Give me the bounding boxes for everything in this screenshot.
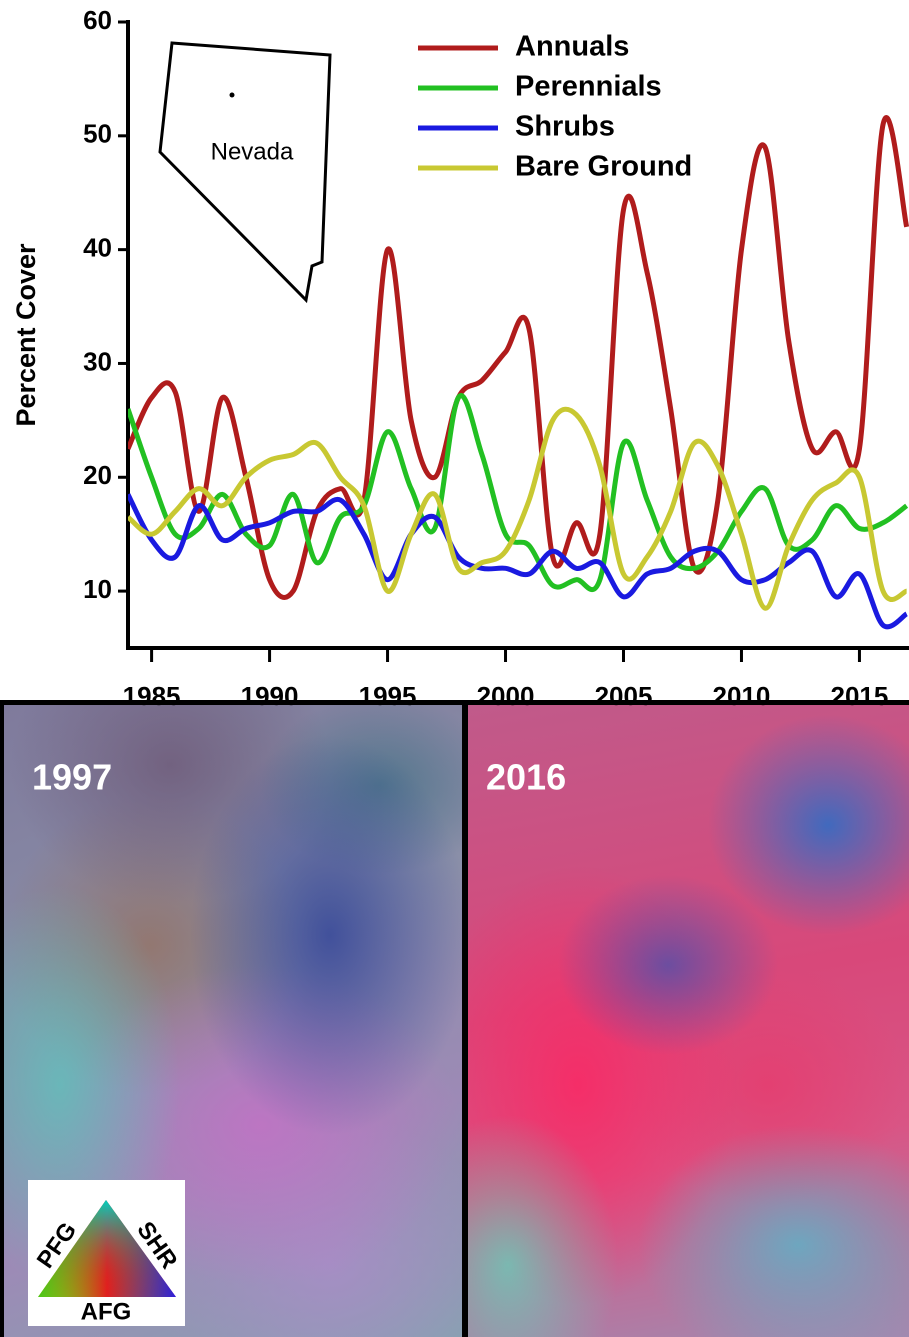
x-tick-label: 1995 — [359, 681, 417, 711]
line-series — [128, 493, 909, 630]
legend-label: Annuals — [515, 31, 629, 63]
y-tick-label: 60 — [83, 5, 112, 35]
line-series — [128, 393, 909, 592]
legend-label: Shrubs — [515, 111, 615, 143]
divider — [462, 700, 468, 1337]
y-tick-label: 10 — [83, 574, 112, 604]
border — [0, 700, 4, 1337]
x-tick-label: 1985 — [123, 681, 181, 711]
image-label: 1997 — [32, 757, 112, 798]
triangle-label: AFG — [81, 1298, 132, 1325]
legend-label: Perennials — [515, 71, 662, 103]
y-tick-label: 40 — [83, 233, 112, 263]
y-tick-label: 50 — [83, 119, 112, 149]
y-tick-label: 20 — [83, 460, 112, 490]
x-tick-label: 2015 — [831, 681, 889, 711]
x-tick-label: 2010 — [713, 681, 771, 711]
y-tick-label: 30 — [83, 346, 112, 376]
y-axis-label: Percent Cover — [11, 243, 41, 427]
inset-label: Nevada — [211, 138, 294, 165]
x-tick-label: 1990 — [241, 681, 299, 711]
nevada-inset — [158, 41, 332, 304]
x-tick-label: 2000 — [477, 681, 535, 711]
satellite-image-2016 — [468, 705, 909, 1337]
legend-label: Bare Ground — [515, 151, 692, 183]
x-tick-label: 2005 — [595, 681, 653, 711]
line-series — [128, 115, 909, 600]
line-series — [128, 406, 908, 611]
color-triangle — [38, 1200, 176, 1297]
plot — [128, 115, 909, 630]
image-label: 2016 — [486, 757, 566, 798]
border — [0, 700, 909, 705]
